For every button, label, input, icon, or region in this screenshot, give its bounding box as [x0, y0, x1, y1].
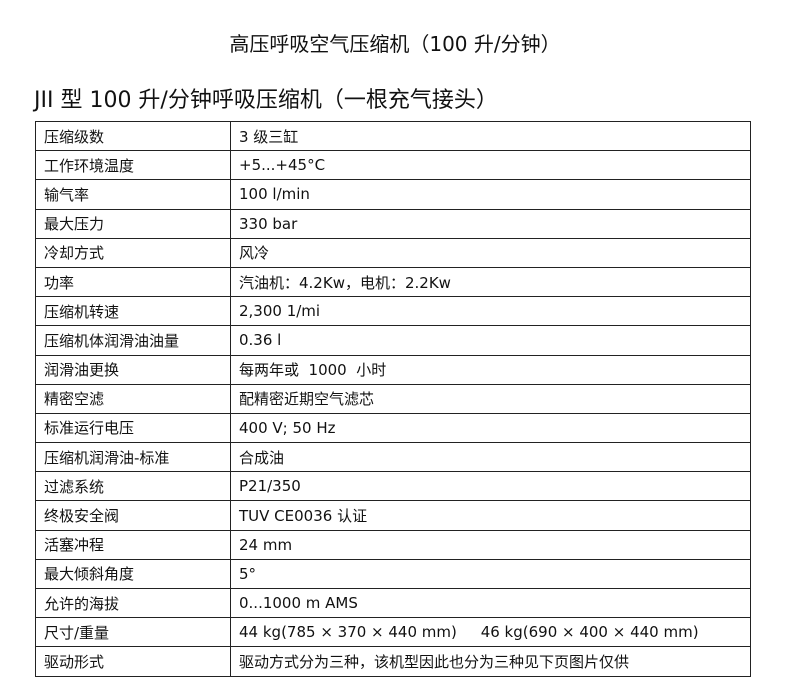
- table-row: 驱动形式 驱动方式分为三种，该机型因此也分为三种见下页图片仅供: [35, 646, 751, 677]
- spec-label: 最大压力: [35, 208, 231, 239]
- spec-label: 允许的海拔: [35, 587, 231, 619]
- spec-value: 5°: [230, 558, 751, 590]
- table-row: 尺寸/重量 44 kg(785 × 370 × 440 mm) 46 kg(690…: [35, 617, 751, 648]
- table-row: 标准运行电压 400 V; 50 Hz: [35, 412, 751, 444]
- spec-value: 驱动方式分为三种，该机型因此也分为三种见下页图片仅供: [230, 646, 751, 677]
- spec-value: +5...+45°C: [230, 150, 751, 181]
- spec-label: 标准运行电压: [35, 412, 231, 444]
- spec-label: 压缩级数: [35, 120, 231, 152]
- spec-label: 最大倾斜角度: [35, 558, 231, 590]
- table-row: 压缩机润滑油-标准 合成油: [35, 442, 751, 473]
- spec-value: 400 V; 50 Hz: [230, 412, 751, 444]
- table-row: 压缩级数 3 级三缸: [35, 120, 751, 152]
- table-row: 活塞冲程 24 mm: [35, 529, 751, 560]
- spec-value: P21/350: [230, 471, 751, 502]
- spec-value: 330 bar: [230, 208, 751, 239]
- spec-label: 终极安全阀: [35, 500, 231, 531]
- spec-label: 压缩机转速: [35, 296, 231, 327]
- spec-value: 3 级三缸: [230, 120, 751, 152]
- spec-value: 合成油: [230, 442, 751, 473]
- spec-value: 汽油机：4.2Kw，电机：2.2Kw: [230, 266, 751, 298]
- table-row: 允许的海拔 0...1000 m AMS: [35, 587, 751, 619]
- spec-value: 100 l/min: [230, 179, 751, 210]
- spec-label: 尺寸/重量: [35, 617, 231, 648]
- table-row: 功率 汽油机：4.2Kw，电机：2.2Kw: [35, 266, 751, 298]
- spec-label: 输气率: [35, 179, 231, 210]
- spec-value: 0...1000 m AMS: [230, 587, 751, 619]
- spec-label: 压缩机润滑油-标准: [35, 442, 231, 473]
- table-row: 精密空滤 配精密近期空气滤芯: [35, 383, 751, 414]
- table-row: 工作环境温度 +5...+45°C: [35, 150, 751, 181]
- spec-label: 驱动形式: [35, 646, 231, 677]
- spec-value: 24 mm: [230, 529, 751, 560]
- spec-label: 精密空滤: [35, 383, 231, 414]
- spec-label: 功率: [35, 266, 231, 298]
- spec-label: 压缩机体润滑油油量: [35, 325, 231, 356]
- table-row: 压缩机转速 2,300 1/mi: [35, 296, 751, 327]
- spec-value: 每两年或 1000 小时: [230, 354, 751, 385]
- table-row: 润滑油更换 每两年或 1000 小时: [35, 354, 751, 385]
- table-row: 过滤系统 P21/350: [35, 471, 751, 502]
- page-title: 高压呼吸空气压缩机（100 升/分钟）: [229, 32, 561, 56]
- spec-value: 配精密近期空气滤芯: [230, 383, 751, 414]
- table-row: 压缩机体润滑油油量 0.36 l: [35, 325, 751, 356]
- table-row: 终极安全阀 TUV CE0036 认证: [35, 500, 751, 531]
- spec-value: 2,300 1/mi: [230, 296, 751, 327]
- table-row: 最大倾斜角度 5°: [35, 558, 751, 590]
- spec-label: 活塞冲程: [35, 529, 231, 560]
- table-row: 冷却方式 风冷: [35, 237, 751, 268]
- spec-value: 0.36 l: [230, 325, 751, 356]
- spec-label: 工作环境温度: [35, 150, 231, 181]
- spec-value: TUV CE0036 认证: [230, 500, 751, 531]
- spec-label: 冷却方式: [35, 237, 231, 268]
- table-row: 最大压力 330 bar: [35, 208, 751, 239]
- spec-label: 过滤系统: [35, 471, 231, 502]
- spec-value: 风冷: [230, 237, 751, 268]
- section-heading: JII 型 100 升/分钟呼吸压缩机（一根充气接头）: [34, 88, 498, 113]
- table-row: 输气率 100 l/min: [35, 179, 751, 210]
- spec-value: 44 kg(785 × 370 × 440 mm) 46 kg(690 × 40…: [230, 617, 751, 648]
- spec-table: 压缩级数 3 级三缸 工作环境温度 +5...+45°C 输气率 100 l/min 最大压…: [35, 120, 751, 677]
- spec-label: 润滑油更换: [35, 354, 231, 385]
